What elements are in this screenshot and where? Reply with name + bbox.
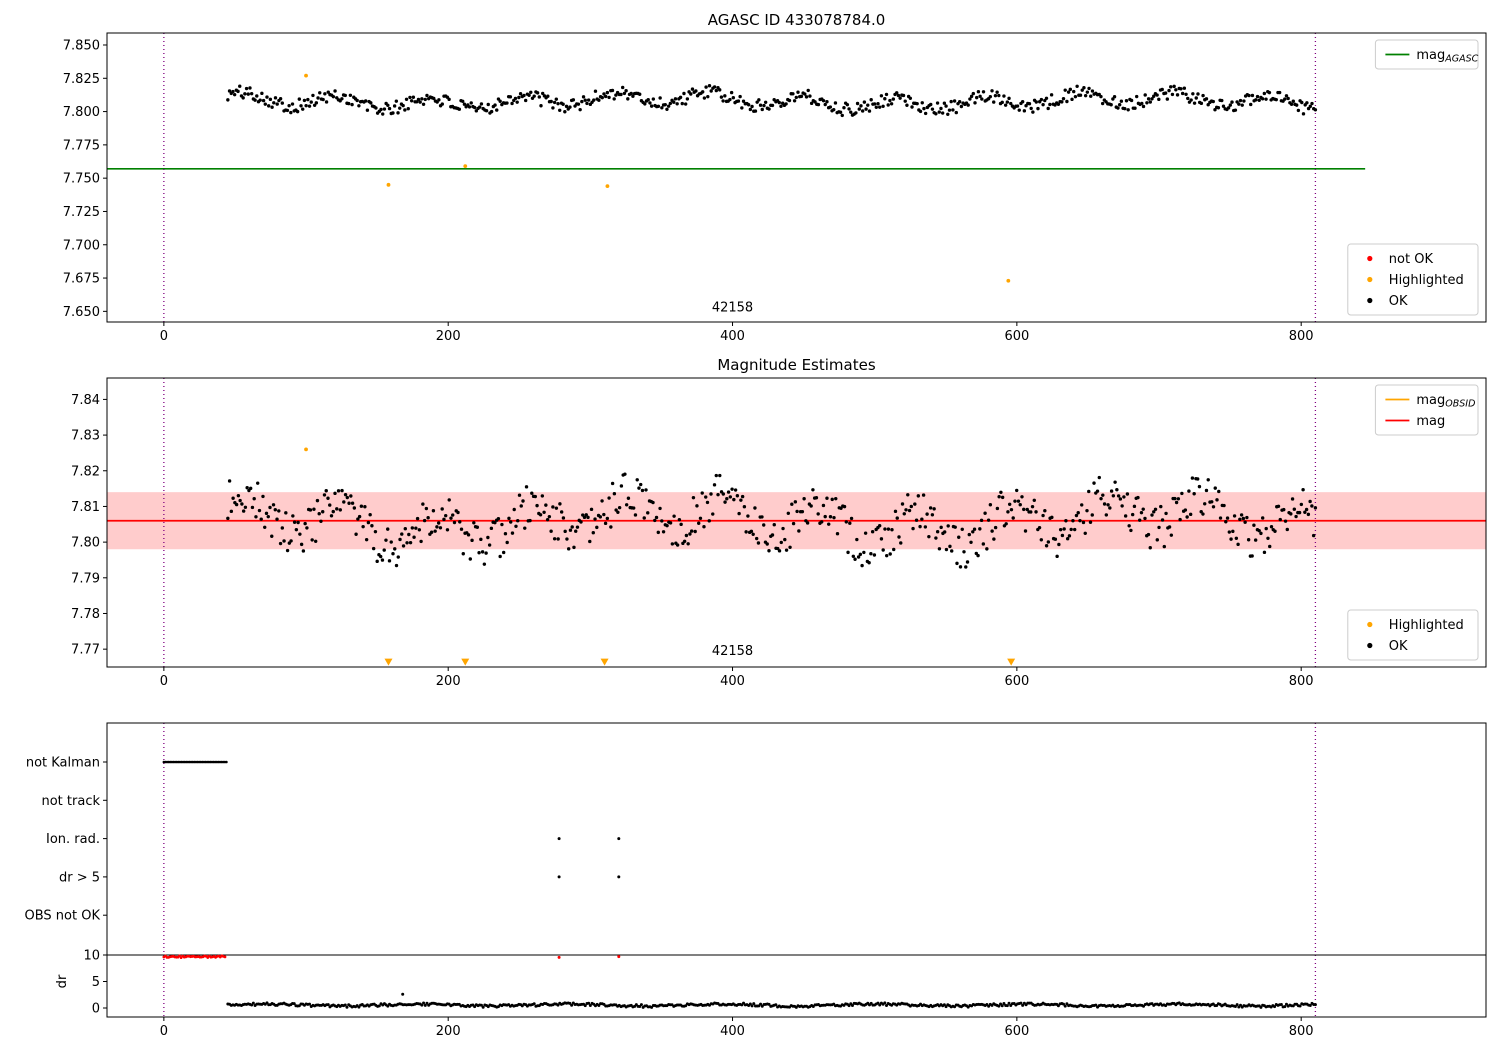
dr-scatter [226,992,1317,1009]
svg-text:800: 800 [1289,674,1314,689]
svg-text:7.750: 7.750 [63,172,100,187]
svg-text:Highlighted: Highlighted [1389,618,1464,633]
svg-text:7.77: 7.77 [71,643,100,658]
svg-text:OK: OK [1389,294,1408,309]
svg-text:200: 200 [436,329,461,344]
highlighted-scatter [304,447,308,452]
svg-text:dr: dr [55,974,70,988]
ok-scatter [226,84,1318,118]
svg-text:mag: mag [1416,414,1445,429]
axes-frame: 0 200 400 600 800 not Kalman not track Ion. rad… [25,722,1487,1039]
svg-text:600: 600 [1004,1024,1029,1039]
middle-chart: 42158 0 200 400 600 800 7.77 7.78 7.79 7.80 7.81 7.… [71,356,1487,689]
legend-bottom-right: not OK Highlighted OK [1347,243,1479,316]
svg-text:7.700: 7.700 [63,238,100,253]
svg-text:7.80: 7.80 [71,536,100,551]
chart-title: Magnitude Estimates [717,356,875,374]
svg-text:not track: not track [41,794,100,809]
svg-text:7.850: 7.850 [63,38,100,53]
obsid-annotation: 42158 [712,300,753,315]
highlighted-triangle-markers [384,658,1016,666]
svg-text:10: 10 [83,949,100,964]
svg-text:not Kalman: not Kalman [26,756,100,771]
bottom-chart: 0 200 400 600 800 not Kalman not track Ion. rad… [25,722,1487,1039]
svg-text:7.800: 7.800 [63,105,100,120]
dr-axis-label: dr [55,974,70,988]
svg-text:600: 600 [1004,674,1029,689]
ok-scatter [226,472,1318,569]
svg-text:42158: 42158 [712,300,753,315]
svg-text:Ion. rad.: Ion. rad. [46,832,100,847]
svg-text:Magnitude Estimates: Magnitude Estimates [717,356,875,374]
svg-text:600: 600 [1004,329,1029,344]
svg-text:not OK: not OK [1389,252,1434,267]
svg-text:42158: 42158 [712,644,753,659]
svg-text:0: 0 [160,1024,168,1039]
svg-text:800: 800 [1289,1024,1314,1039]
svg-text:7.79: 7.79 [71,571,100,586]
svg-text:7.83: 7.83 [71,429,100,444]
obsid-boundary-lines [163,33,1317,322]
obsid-annotation: 42158 [712,644,753,659]
svg-text:200: 200 [436,1024,461,1039]
legend-bottom-right: Highlighted OK [1347,609,1479,661]
svg-text:0: 0 [160,674,168,689]
svg-text:7.825: 7.825 [63,72,100,87]
svg-text:7.675: 7.675 [63,272,100,287]
svg-text:Highlighted: Highlighted [1389,273,1464,288]
svg-text:AGASC ID 433078784.0: AGASC ID 433078784.0 [708,11,886,29]
svg-text:0: 0 [160,329,168,344]
top-chart: 42158 0 200 400 600 800 7.650 7.675 7.700 7.725 7.… [63,11,1487,344]
highlighted-scatter [304,73,1011,283]
axes-frame: 0 200 400 600 800 7.650 7.675 7.700 7.725 7.750 7.… [63,32,1487,344]
legend-top-right: magAGASC [1374,39,1479,70]
svg-text:5: 5 [92,975,100,990]
svg-text:7.78: 7.78 [71,607,100,622]
svg-text:OK: OK [1389,639,1408,654]
svg-text:400: 400 [720,1024,745,1039]
svg-text:7.725: 7.725 [63,205,100,220]
svg-text:7.84: 7.84 [71,393,100,408]
flag-scatter [162,760,621,879]
svg-text:7.650: 7.650 [63,305,100,320]
svg-text:OBS not OK: OBS not OK [25,909,101,924]
svg-text:200: 200 [436,674,461,689]
svg-text:7.82: 7.82 [71,464,100,479]
dr-not-ok-scatter [162,954,621,960]
svg-text:400: 400 [720,329,745,344]
svg-text:800: 800 [1289,329,1314,344]
axes-frame: 0 200 400 600 800 7.77 7.78 7.79 7.80 7.81 7.82 7.8… [71,377,1487,689]
svg-text:dr > 5: dr > 5 [59,870,100,885]
svg-text:7.775: 7.775 [63,138,100,153]
chart-title: AGASC ID 433078784.0 [708,11,886,29]
obsid-boundary-lines [163,723,1317,1017]
svg-text:7.81: 7.81 [71,500,100,515]
svg-text:400: 400 [720,674,745,689]
obsid-boundary-lines [163,378,1317,667]
svg-text:0: 0 [92,1002,100,1017]
